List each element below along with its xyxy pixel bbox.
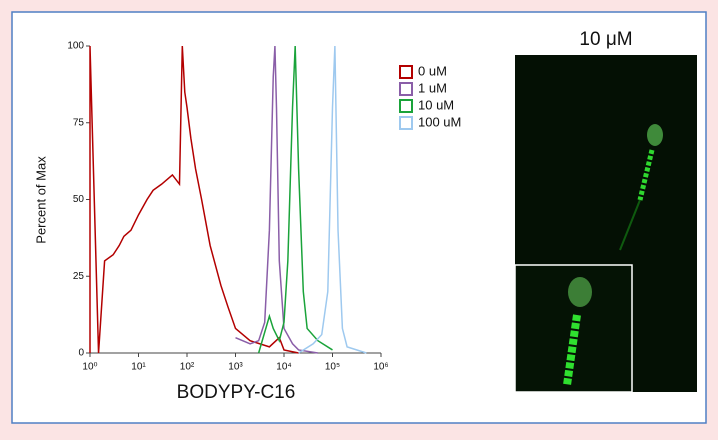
- y-tick-label: 50: [73, 194, 85, 205]
- y-tick-label: 75: [73, 117, 85, 128]
- legend-label: 10 uM: [418, 97, 454, 112]
- y-axis-title: Percent of Max: [33, 156, 48, 244]
- x-tick-label: 10⁰: [82, 362, 97, 373]
- series-line: [298, 45, 367, 354]
- y-tick-label: 100: [67, 41, 84, 52]
- micrograph: [514, 55, 697, 393]
- legend-label: 100 uM: [418, 114, 461, 129]
- series-line: [89, 45, 299, 354]
- x-tick-label: 10¹: [131, 362, 146, 373]
- legend-label: 0 uM: [418, 63, 447, 78]
- image-title: 10 μM: [579, 29, 632, 50]
- y-tick-label: 0: [78, 348, 84, 359]
- legend-label: 1 uM: [418, 80, 447, 95]
- plot: 0 25 50 75 100 10⁰ 10¹ 10² 10³ 10⁴ 10⁵ 10⁶ 0 uM 1 uM 1…: [67, 41, 461, 373]
- x-tick-label: 10⁴: [276, 362, 291, 373]
- x-axis-title: BODYPY-C16: [177, 382, 296, 403]
- x-tick-label: 10³: [228, 362, 243, 373]
- legend-swatch: [399, 65, 413, 79]
- x-tick-label: 10⁶: [373, 362, 388, 373]
- x-tick-label: 10²: [180, 362, 195, 373]
- legend-swatch: [399, 82, 413, 96]
- y-tick-label: 25: [73, 271, 85, 282]
- x-tick-label: 10⁵: [325, 362, 340, 373]
- legend-swatch: [399, 116, 413, 130]
- series-line: [257, 45, 333, 354]
- legend-swatch: [399, 99, 413, 113]
- series-line: [235, 45, 319, 354]
